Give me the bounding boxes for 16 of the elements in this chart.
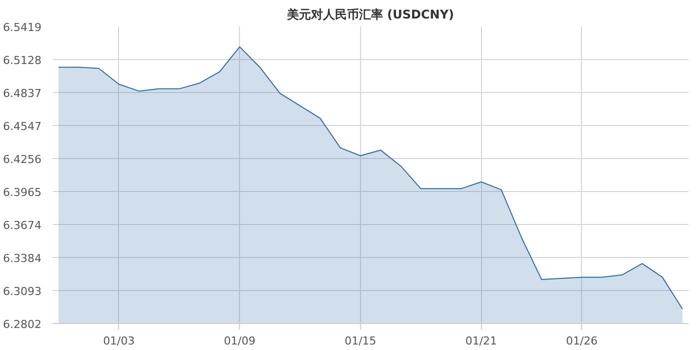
y-tick-label: 6.4256 bbox=[3, 152, 42, 166]
y-tick-label: 6.3093 bbox=[3, 284, 42, 298]
x-tick-label: 01/03 bbox=[103, 334, 135, 348]
y-tick-label: 6.2802 bbox=[3, 318, 42, 331]
x-tick-label: 01/21 bbox=[465, 334, 498, 348]
x-tick-label: 01/15 bbox=[344, 334, 376, 348]
y-tick-label: 6.4837 bbox=[3, 87, 42, 100]
y-tick-label: 6.3965 bbox=[3, 186, 42, 200]
y-tick-label: 6.4547 bbox=[3, 120, 42, 133]
y-tick-label: 6.3384 bbox=[3, 252, 42, 265]
y-tick-label: 6.3674 bbox=[3, 219, 42, 232]
x-tick-label: 01/26 bbox=[566, 334, 598, 348]
chart-title: 美元对人民币汇率 (USDCNY) bbox=[286, 8, 454, 22]
y-tick-label: 6.5419 bbox=[3, 21, 42, 34]
x-tick-label: 01/09 bbox=[224, 334, 256, 348]
y-tick-label: 6.5128 bbox=[3, 54, 42, 68]
